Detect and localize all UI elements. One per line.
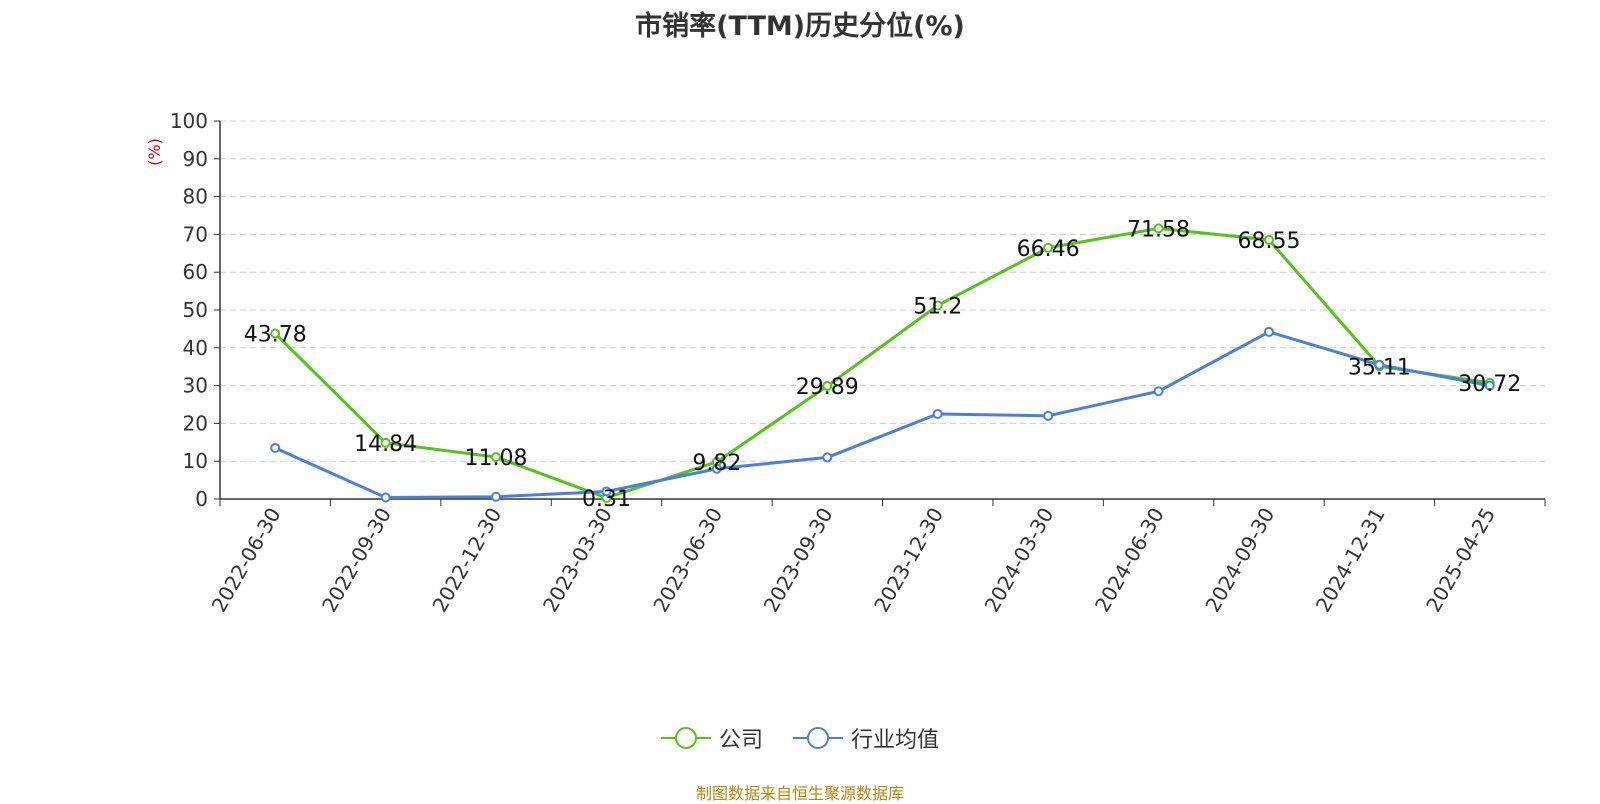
data-source-note: 制图数据来自恒生聚源数据库 xyxy=(695,784,904,803)
x-tick-label: 2023-06-30 xyxy=(648,504,727,617)
legend-label-company: 公司 xyxy=(718,728,763,753)
data-label: 68.55 xyxy=(1237,229,1300,254)
data-point xyxy=(822,452,833,463)
data-label: 29.89 xyxy=(796,375,859,400)
data-point xyxy=(270,442,281,453)
data-point xyxy=(270,328,281,339)
legend-item-company[interactable]: 公司 xyxy=(660,722,763,754)
data-point xyxy=(491,452,502,463)
y-tick-label: 40 xyxy=(183,336,208,360)
y-tick-label: 30 xyxy=(183,374,208,398)
data-label: 51.2 xyxy=(913,294,962,319)
x-tick-label: 2024-06-30 xyxy=(1090,504,1169,617)
y-tick-label: 10 xyxy=(183,449,208,473)
y-axis-label: (%) xyxy=(145,138,164,166)
y-tick-label: 100 xyxy=(170,109,208,133)
x-tick-label: 2022-09-30 xyxy=(317,504,396,617)
data-point xyxy=(380,437,391,448)
x-tick-label: 2023-09-30 xyxy=(759,504,838,617)
data-point xyxy=(1153,223,1164,234)
data-label: 30.72 xyxy=(1458,372,1521,397)
grid-lines xyxy=(220,120,1545,462)
data-point xyxy=(1043,410,1054,421)
data-label: 11.08 xyxy=(465,446,528,471)
x-tick-label: 2025-04-25 xyxy=(1421,504,1500,617)
data-point xyxy=(1374,359,1385,370)
series-line-company xyxy=(274,226,1491,500)
y-tick-label: 60 xyxy=(183,260,208,284)
data-point xyxy=(932,300,943,311)
data-point xyxy=(601,486,612,497)
data-point xyxy=(491,491,502,502)
data-label: 43.78 xyxy=(244,323,307,348)
legend-marker-company xyxy=(660,727,711,749)
data-point xyxy=(1263,326,1274,337)
data-point xyxy=(711,463,722,474)
chart-title: 市销率(TTM)历史分位(%) xyxy=(635,11,965,42)
legend[interactable]: 公司 行业均值 xyxy=(0,722,1600,754)
data-point xyxy=(1484,380,1495,391)
x-tick-label: 2023-03-30 xyxy=(538,504,617,617)
data-label: 66.46 xyxy=(1017,237,1080,262)
y-tick-label: 0 xyxy=(195,487,208,511)
x-tick-label: 2024-03-30 xyxy=(980,504,1059,617)
x-tick-label: 2024-12-31 xyxy=(1311,504,1390,617)
data-label: 0.31 xyxy=(582,487,631,512)
x-tick-label: 2024-09-30 xyxy=(1200,504,1279,617)
x-tick-label: 2022-06-30 xyxy=(207,504,286,617)
data-label: 9.82 xyxy=(692,451,741,476)
x-tick-label: 2023-12-30 xyxy=(869,503,948,616)
data-point xyxy=(1153,386,1164,397)
y-tick-label: 20 xyxy=(183,411,208,435)
legend-label-industry: 行业均值 xyxy=(851,728,940,753)
series-layer xyxy=(270,223,1495,503)
y-tick-label: 90 xyxy=(183,147,208,171)
series-line-industry xyxy=(274,330,1491,499)
legend-marker-industry xyxy=(793,727,843,749)
data-point xyxy=(822,381,833,392)
y-tick-label: 50 xyxy=(183,298,208,322)
data-label: 71.58 xyxy=(1127,217,1190,242)
data-point xyxy=(380,492,391,503)
data-point xyxy=(932,408,943,419)
data-label: 35.11 xyxy=(1348,355,1411,380)
data-point xyxy=(1043,242,1054,253)
data-point xyxy=(1263,234,1274,245)
data-label: 14.84 xyxy=(354,432,417,457)
legend-item-industry[interactable]: 行业均值 xyxy=(793,722,939,754)
y-tick-label: 70 xyxy=(183,222,208,246)
y-tick-label: 80 xyxy=(183,185,208,209)
x-tick-label: 2022-12-30 xyxy=(427,503,506,616)
data-labels: 43.78 14.84 11.08 0.31 9.82 29.89 51.2 66.46 71.… xyxy=(244,217,1522,511)
